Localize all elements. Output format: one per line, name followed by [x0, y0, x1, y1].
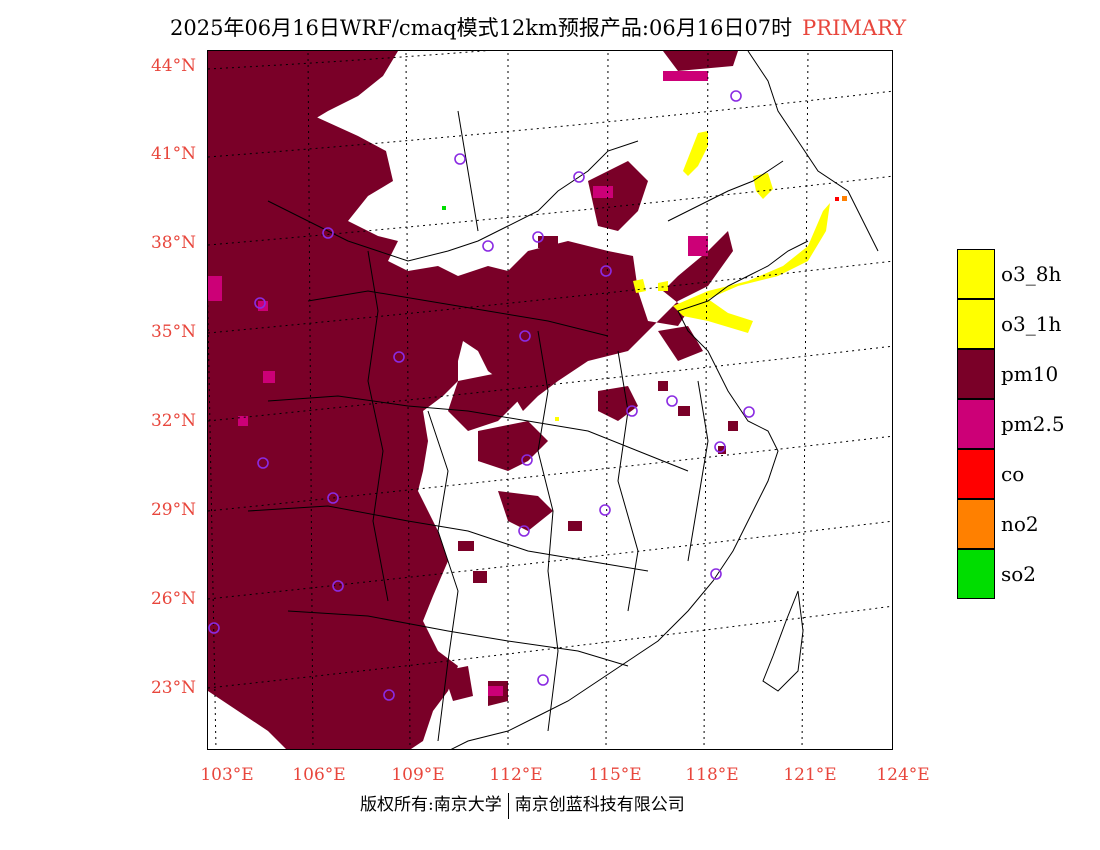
lat-label: 29°N	[150, 500, 196, 520]
small-emissions	[442, 196, 847, 210]
lon-label: 121°E	[783, 765, 837, 785]
station-marker	[383, 689, 395, 701]
legend-swatch	[957, 299, 995, 349]
copyright-left: 版权所有:南京大学	[360, 795, 502, 815]
copyright-footer: 版权所有:南京大学 南京创蓝科技有限公司	[360, 790, 685, 819]
lon-label: 109°E	[391, 765, 445, 785]
lon-label: 103°E	[200, 765, 254, 785]
lon-label: 124°E	[876, 765, 930, 785]
station-markers	[208, 90, 755, 701]
station-marker	[518, 525, 530, 537]
o3-region	[555, 131, 830, 421]
station-marker	[532, 231, 544, 243]
legend-label: pm2.5	[1001, 412, 1065, 436]
lat-label: 38°N	[150, 233, 196, 253]
legend-swatch	[957, 249, 995, 299]
legend-label: pm10	[1001, 362, 1059, 386]
lat-label: 23°N	[150, 678, 196, 698]
primary-tag: PRIMARY	[802, 16, 907, 40]
station-marker	[519, 330, 531, 342]
pm25-region	[208, 71, 708, 696]
station-marker	[327, 492, 339, 504]
legend-swatch	[957, 549, 995, 599]
lat-label: 35°N	[150, 322, 196, 342]
station-marker	[521, 454, 533, 466]
station-marker	[257, 457, 269, 469]
map-title: 2025年06月16日WRF/cmaq模式12km预报产品:06月16日07时 P…	[170, 12, 906, 42]
pollution-map	[208, 51, 892, 749]
lat-label: 26°N	[150, 589, 196, 609]
legend-swatch	[957, 499, 995, 549]
station-marker	[537, 674, 549, 686]
lon-label: 115°E	[588, 765, 642, 785]
lon-label: 118°E	[685, 765, 739, 785]
station-marker	[599, 504, 611, 516]
station-marker	[393, 351, 405, 363]
legend-label: o3_1h	[1001, 312, 1062, 336]
lon-label: 112°E	[489, 765, 543, 785]
footer-divider	[507, 792, 509, 819]
lat-label: 44°N	[150, 56, 196, 76]
station-marker	[254, 297, 266, 309]
legend-swatch	[957, 449, 995, 499]
map-plot-area	[207, 50, 893, 750]
station-marker	[600, 265, 612, 277]
pm10-region	[208, 51, 738, 749]
lat-label: 41°N	[150, 144, 196, 164]
station-marker	[710, 568, 722, 580]
legend-label: co	[1001, 462, 1025, 486]
legend-label: no2	[1001, 512, 1039, 536]
copyright-right: 南京创蓝科技有限公司	[514, 795, 685, 815]
legend-swatch	[957, 399, 995, 449]
lon-label: 106°E	[292, 765, 346, 785]
legend-label: so2	[1001, 562, 1037, 586]
station-marker	[730, 90, 742, 102]
station-marker	[714, 441, 726, 453]
station-marker	[573, 171, 585, 183]
station-marker	[666, 395, 678, 407]
station-marker	[332, 580, 344, 592]
boundaries	[247, 51, 879, 749]
lat-label: 32°N	[150, 411, 196, 431]
station-marker	[743, 406, 755, 418]
graticule	[208, 51, 892, 749]
station-marker	[454, 153, 466, 165]
station-marker	[322, 227, 334, 239]
legend-label: o3_8h	[1001, 262, 1062, 286]
station-marker	[626, 405, 638, 417]
title-text: 2025年06月16日WRF/cmaq模式12km预报产品:06月16日07时	[170, 16, 793, 40]
station-marker	[208, 622, 220, 634]
station-marker	[482, 240, 494, 252]
legend-swatch	[957, 349, 995, 399]
